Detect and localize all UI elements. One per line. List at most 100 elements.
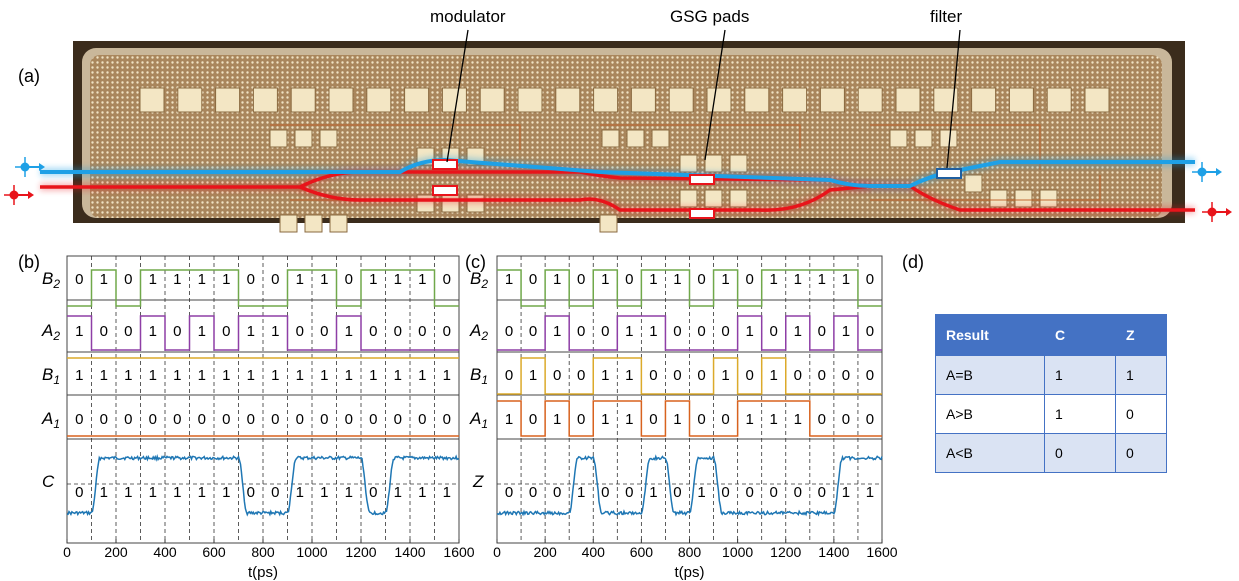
output-bit-label: 0 [794, 484, 802, 501]
small-pad [939, 129, 958, 148]
bit-label: 0 [173, 411, 181, 428]
output-bit-label: 1 [443, 484, 451, 501]
bit-label: 1 [394, 271, 402, 288]
bit-label: 0 [577, 367, 585, 384]
small-pad [294, 129, 313, 148]
output-bit-label: 1 [649, 484, 657, 501]
callout-modulator-label: modulator [430, 7, 506, 26]
bond-pad [1008, 87, 1034, 113]
x-tick-label: 1000 [722, 544, 753, 560]
output-bit-label: 0 [673, 484, 681, 501]
output-bit-label: 0 [529, 484, 537, 501]
channel-subscript: 2 [480, 277, 488, 291]
output-bit-label: 0 [369, 484, 377, 501]
x-tick-label: 400 [153, 544, 177, 560]
device-markers [432, 159, 962, 219]
panel-label-b: (b) [18, 252, 40, 272]
bit-label: 1 [818, 271, 826, 288]
output-bit-label: 0 [553, 484, 561, 501]
table-row: A<B 0 0 [935, 433, 1167, 473]
waveform-b2 [67, 269, 459, 307]
output-bit-label: 1 [173, 484, 181, 501]
small-pad [704, 189, 723, 208]
output-bit-label: 1 [222, 484, 230, 501]
bit-label: 0 [222, 411, 230, 428]
bit-label: 0 [124, 271, 132, 288]
table-cell: 1 [1044, 355, 1116, 395]
output-trace [496, 454, 883, 517]
bond-pad [782, 87, 808, 113]
bit-label: 1 [75, 367, 83, 384]
bit-label: 0 [745, 367, 753, 384]
table-cell: A<B [935, 433, 1045, 473]
bit-label: 0 [649, 411, 657, 428]
bit-label: 0 [418, 411, 426, 428]
bit-label: 1 [198, 323, 206, 340]
small-pad [1014, 189, 1033, 208]
output-bit-label: 1 [866, 484, 874, 501]
channel-label: A2 [469, 321, 488, 343]
bit-label: 0 [770, 323, 778, 340]
bit-label: 0 [369, 323, 377, 340]
output-bit-label: 0 [601, 484, 609, 501]
small-pad [889, 129, 908, 148]
bit-label: 1 [124, 367, 132, 384]
output-bit-label: 0 [505, 484, 513, 501]
small-pad [626, 129, 645, 148]
channel-subscript: 2 [52, 329, 60, 343]
bit-label: 0 [745, 271, 753, 288]
bit-label: 0 [505, 323, 513, 340]
x-tick-label: 800 [678, 544, 702, 560]
bit-label: 0 [394, 411, 402, 428]
table-row: A>B 1 0 [935, 394, 1167, 434]
waveform-b1 [497, 357, 882, 395]
bit-label: 1 [745, 323, 753, 340]
output-bit-label: 0 [75, 484, 83, 501]
output-label: C [42, 472, 55, 491]
bond-pad [819, 87, 845, 113]
x-tick-label: 400 [582, 544, 606, 560]
bit-label: 0 [649, 367, 657, 384]
output-bit-label: 0 [770, 484, 778, 501]
small-pad [279, 214, 298, 233]
x-axis-label: t(ps) [675, 564, 705, 581]
bit-label: 0 [124, 323, 132, 340]
channel-subscript: 1 [481, 417, 488, 431]
bit-label: 1 [222, 271, 230, 288]
light-source-icon [15, 157, 45, 177]
table-header-result: Result [935, 314, 1045, 356]
bit-label: 1 [247, 323, 255, 340]
channel-subscript: 2 [480, 329, 488, 343]
bit-label: 0 [173, 323, 181, 340]
bond-pad [895, 87, 921, 113]
output-label: Z [472, 472, 484, 491]
x-tick-label: 1200 [770, 544, 801, 560]
bond-pad [1084, 87, 1110, 113]
bit-label: 1 [198, 271, 206, 288]
x-tick-label: 1600 [443, 544, 474, 560]
bond-pad [215, 87, 241, 113]
small-pad [679, 154, 698, 173]
bit-label: 0 [247, 411, 255, 428]
bit-label: 1 [794, 323, 802, 340]
bit-label: 1 [320, 271, 328, 288]
bit-label: 1 [505, 411, 513, 428]
bit-label: 0 [697, 271, 705, 288]
bit-label: 1 [649, 323, 657, 340]
bit-label: 0 [818, 367, 826, 384]
bit-label: 1 [369, 271, 377, 288]
bit-label: 0 [124, 411, 132, 428]
waveguides [40, 155, 1195, 215]
bit-label: 1 [842, 323, 850, 340]
table-cell: 0 [1115, 394, 1167, 434]
x-tick-label: 1400 [394, 544, 425, 560]
bit-label: 1 [721, 367, 729, 384]
table-cell: 1 [1115, 355, 1167, 395]
bit-label: 1 [369, 367, 377, 384]
small-pad [319, 129, 338, 148]
filter-marker [936, 168, 962, 179]
x-tick-label: 1000 [296, 544, 327, 560]
bond-pad [441, 87, 467, 113]
waveform-a2 [497, 315, 882, 351]
output-bit-label: 0 [721, 484, 729, 501]
